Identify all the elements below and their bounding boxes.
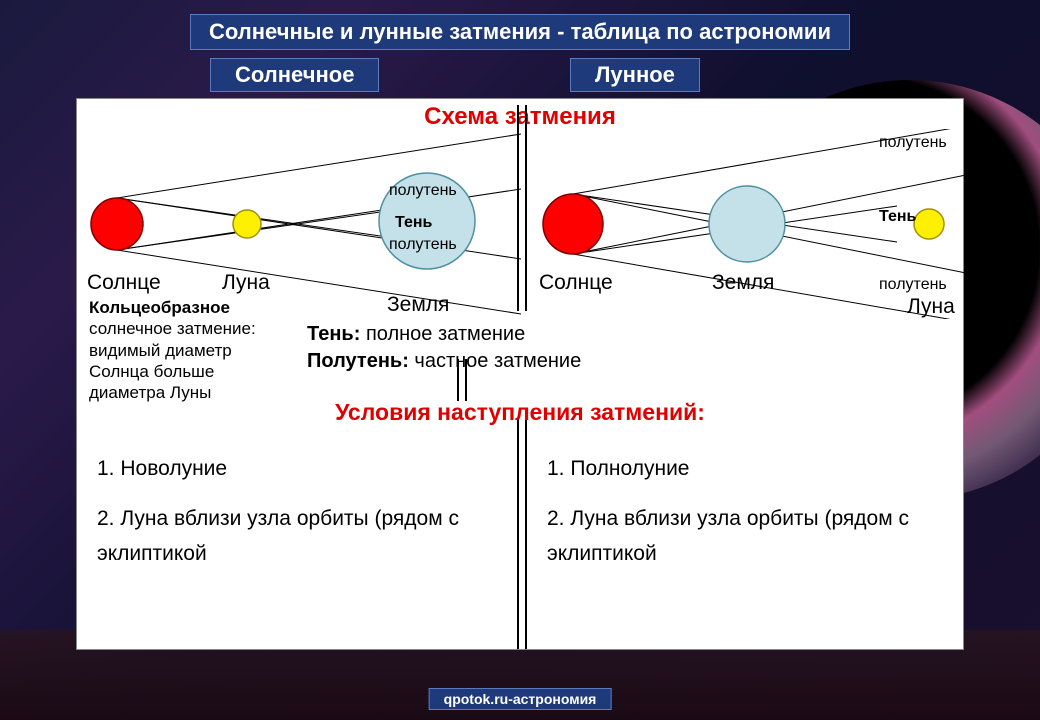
svg-text:Солнце: Солнце	[539, 271, 613, 294]
penumbra-def-text: частное затмение	[409, 350, 581, 372]
condition-item: 1. Новолуние	[97, 451, 497, 487]
condition-item: 2. Луна вблизи узла орбиты (рядом с экли…	[97, 501, 497, 572]
svg-text:Земля: Земля	[387, 293, 449, 316]
svg-text:Тень: Тень	[879, 208, 917, 225]
svg-text:Луна: Луна	[907, 295, 955, 318]
column-header-lunar: Лунное	[570, 58, 700, 92]
conditions-heading: Условия наступления затмений:	[335, 399, 705, 426]
svg-text:полутень: полутень	[389, 236, 457, 253]
vertical-divider	[517, 419, 519, 649]
umbra-def-label: Тень:	[307, 323, 360, 345]
lunar-conditions: 1. Полнолуние 2. Луна вблизи узла орбиты…	[547, 451, 947, 586]
annular-text: солнечное затмение: видимый диаметр Солн…	[89, 319, 256, 402]
column-header-solar: Солнечное	[210, 58, 379, 92]
annular-eclipse-note: Кольцеобразное солнечное затмение: видим…	[89, 297, 289, 403]
shadow-definitions: Тень: полное затмение Полутень: частное …	[307, 321, 581, 375]
condition-item: 1. Полнолуние	[547, 451, 947, 487]
solar-conditions: 1. Новолуние 2. Луна вблизи узла орбиты …	[97, 451, 497, 586]
svg-text:полутень: полутень	[879, 134, 947, 151]
svg-text:полутень: полутень	[879, 276, 947, 293]
lunar-eclipse-diagram: Солнце Луна Земля полутень Тень полутень	[527, 129, 971, 319]
svg-text:Луна: Луна	[222, 271, 270, 294]
scheme-heading: Схема затмения	[424, 103, 616, 131]
source-footer: qpotok.ru-астрономия	[429, 688, 612, 710]
penumbra-def-label: Полутень:	[307, 350, 409, 372]
annular-heading: Кольцеобразное	[89, 298, 230, 317]
vertical-divider	[525, 419, 527, 649]
umbra-def-text: полное затмение	[360, 323, 525, 345]
condition-item: 2. Луна вблизи узла орбиты (рядом с экли…	[547, 501, 947, 572]
solar-eclipse-diagram: Солнце Луна Земля полутень Тень полутень	[77, 129, 521, 319]
comparison-panel: Схема затмения Солнце Луна Земля полутень Те…	[76, 98, 964, 650]
svg-text:Тень: Тень	[395, 214, 433, 231]
svg-text:полутень: полутень	[389, 182, 457, 199]
svg-text:Земля: Земля	[712, 271, 774, 294]
page-title: Солнечные и лунные затмения - таблица по…	[190, 14, 850, 50]
svg-text:Солнце: Солнце	[87, 271, 161, 294]
